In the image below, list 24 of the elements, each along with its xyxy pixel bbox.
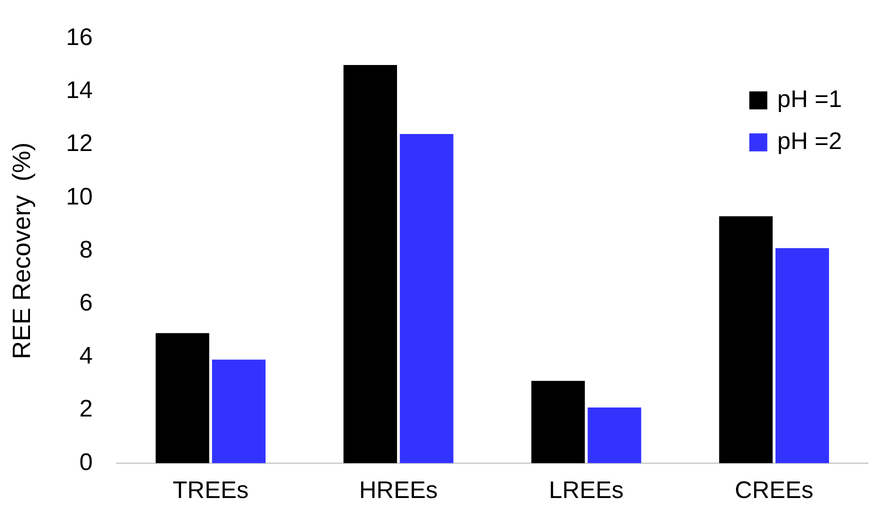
x-tick-label: HREEs (359, 477, 438, 504)
bar (156, 333, 210, 464)
y-tick-label: 2 (79, 396, 93, 423)
y-tick-label: 12 (66, 130, 93, 158)
x-tick-label: CREEs (734, 477, 814, 504)
y-tick-label: 16 (66, 24, 93, 52)
y-tick-label: 10 (66, 183, 93, 210)
bar (719, 216, 773, 464)
legend-label: pH =2 (777, 128, 842, 156)
x-tick-label: TREEs (172, 477, 249, 504)
y-tick-label: 6 (79, 290, 93, 317)
legend-label: pH =1 (777, 86, 842, 114)
bar (775, 248, 830, 464)
x-tick-label: LREEs (548, 477, 624, 504)
bar (531, 380, 585, 464)
bar (212, 360, 266, 464)
bar (400, 134, 454, 464)
bar (588, 407, 642, 464)
y-tick-label: 8 (79, 236, 93, 264)
bar (343, 64, 398, 464)
y-tick-label: 0 (79, 448, 93, 476)
y-tick-label: 14 (66, 77, 93, 104)
y-tick-label: 4 (79, 342, 93, 370)
y-axis-title: REE Recovery (%) (8, 142, 36, 360)
